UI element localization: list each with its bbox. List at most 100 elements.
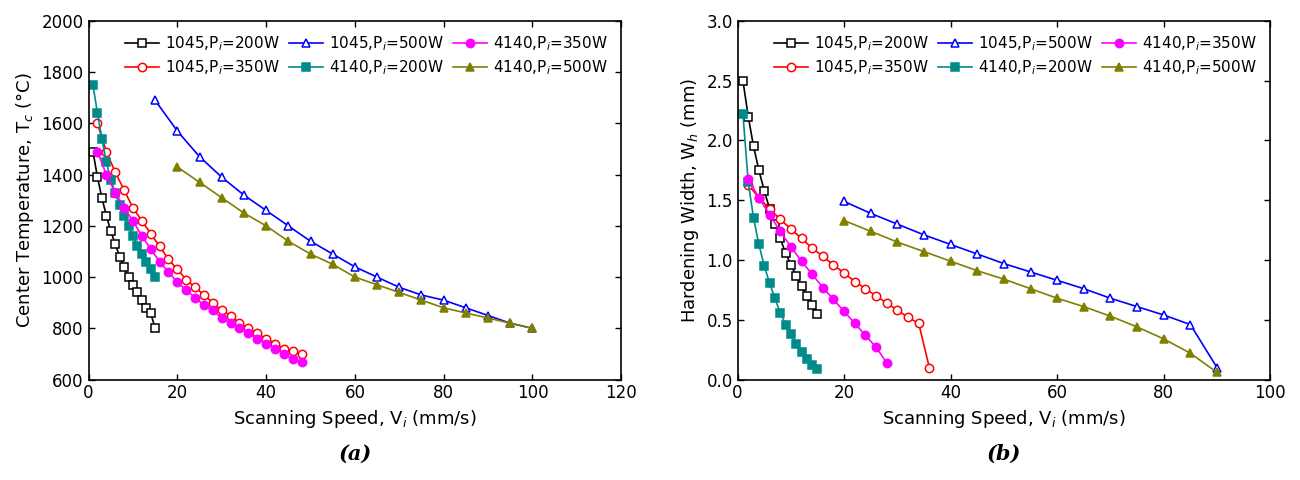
Line: 1045,P$_i$=500W: 1045,P$_i$=500W	[151, 96, 537, 333]
1045,P$_i$=200W	[746, 144, 762, 149]
4140,P$_i$=500W	[325, 262, 341, 267]
1045,P$_i$=500W	[889, 221, 905, 227]
1045,P$_i$=500W	[1102, 295, 1118, 301]
1045,P$_i$=350W	[152, 243, 168, 249]
4140,P$_i$=200W	[108, 190, 124, 195]
1045,P$_i$=200W	[99, 213, 114, 218]
4140,P$_i$=350W	[815, 285, 831, 290]
1045,P$_i$=500W	[1130, 304, 1145, 310]
4140,P$_i$=200W	[134, 251, 150, 257]
4140,P$_i$=350W	[826, 297, 841, 302]
1045,P$_i$=350W	[805, 245, 820, 251]
Line: 4140,P$_i$=350W: 4140,P$_i$=350W	[94, 147, 306, 366]
1045,P$_i$=200W	[800, 293, 815, 299]
1045,P$_i$=200W	[143, 310, 159, 316]
4140,P$_i$=200W	[810, 366, 826, 372]
4140,P$_i$=200W	[751, 241, 767, 247]
Legend: 1045,P$_i$=200W, 1045,P$_i$=350W, 1045,P$_i$=500W, 4140,P$_i$=200W, 4140,P$_i$=3: 1045,P$_i$=200W, 1045,P$_i$=350W, 1045,P…	[768, 28, 1262, 83]
1045,P$_i$=500W	[147, 97, 162, 103]
1045,P$_i$=200W	[734, 78, 750, 84]
4140,P$_i$=350W	[196, 302, 212, 308]
1045,P$_i$=500W	[525, 325, 541, 331]
4140,P$_i$=350W	[268, 346, 283, 352]
1045,P$_i$=200W	[794, 284, 810, 289]
4140,P$_i$=500W	[169, 164, 185, 170]
4140,P$_i$=350W	[772, 228, 788, 234]
4140,P$_i$=350W	[741, 176, 757, 181]
1045,P$_i$=350W	[268, 341, 283, 347]
4140,P$_i$=350W	[116, 205, 131, 211]
4140,P$_i$=350W	[836, 309, 852, 314]
4140,P$_i$=500W	[996, 276, 1011, 282]
4140,P$_i$=200W	[757, 263, 772, 269]
1045,P$_i$=350W	[815, 253, 831, 259]
1045,P$_i$=500W	[214, 174, 230, 180]
4140,P$_i$=350W	[276, 351, 291, 357]
1045,P$_i$=500W	[259, 208, 274, 214]
1045,P$_i$=500W	[503, 320, 519, 326]
4140,P$_i$=500W	[1023, 286, 1039, 291]
1045,P$_i$=350W	[99, 149, 114, 155]
4140,P$_i$=500W	[863, 228, 879, 234]
4140,P$_i$=350W	[99, 172, 114, 178]
1045,P$_i$=200W	[805, 302, 820, 308]
4140,P$_i$=200W	[746, 216, 762, 221]
4140,P$_i$=200W	[772, 310, 788, 315]
1045,P$_i$=350W	[858, 286, 874, 291]
1045,P$_i$=200W	[772, 236, 788, 241]
1045,P$_i$=500W	[391, 285, 407, 290]
4140,P$_i$=350W	[205, 308, 221, 313]
1045,P$_i$=350W	[161, 256, 177, 262]
1045,P$_i$=200W	[139, 305, 155, 311]
1045,P$_i$=350W	[250, 331, 265, 336]
1045,P$_i$=200W	[741, 114, 757, 120]
1045,P$_i$=500W	[413, 292, 429, 298]
1045,P$_i$=350W	[222, 312, 238, 318]
1045,P$_i$=350W	[108, 169, 124, 175]
4140,P$_i$=200W	[103, 177, 118, 182]
4140,P$_i$=200W	[130, 243, 146, 249]
4140,P$_i$=200W	[86, 82, 101, 88]
Line: 1045,P$_i$=350W: 1045,P$_i$=350W	[94, 119, 306, 358]
4140,P$_i$=350W	[108, 190, 124, 195]
X-axis label: Scanning Speed, V$_i$ (mm/s): Scanning Speed, V$_i$ (mm/s)	[233, 408, 477, 430]
1045,P$_i$=350W	[783, 226, 798, 232]
4140,P$_i$=350W	[868, 345, 884, 350]
4140,P$_i$=350W	[783, 244, 798, 250]
1045,P$_i$=350W	[751, 195, 767, 201]
1045,P$_i$=350W	[772, 216, 788, 222]
1045,P$_i$=350W	[116, 187, 131, 193]
4140,P$_i$=500W	[836, 218, 852, 224]
4140,P$_i$=500W	[1130, 324, 1145, 330]
4140,P$_i$=200W	[741, 180, 757, 185]
4140,P$_i$=350W	[848, 321, 863, 326]
4140,P$_i$=200W	[121, 223, 136, 229]
1045,P$_i$=350W	[259, 336, 274, 341]
4140,P$_i$=350W	[169, 279, 185, 285]
4140,P$_i$=350W	[294, 359, 309, 364]
4140,P$_i$=500W	[1049, 295, 1065, 301]
4140,P$_i$=500W	[970, 268, 985, 274]
4140,P$_i$=350W	[805, 272, 820, 277]
1045,P$_i$=500W	[942, 241, 958, 247]
Legend: 1045,P$_i$=200W, 1045,P$_i$=350W, 1045,P$_i$=500W, 4140,P$_i$=200W, 4140,P$_i$=3: 1045,P$_i$=200W, 1045,P$_i$=350W, 1045,P…	[120, 28, 614, 83]
1045,P$_i$=200W	[757, 188, 772, 193]
1045,P$_i$=500W	[191, 154, 207, 159]
4140,P$_i$=200W	[90, 110, 105, 116]
4140,P$_i$=350W	[858, 333, 874, 338]
Text: (a): (a)	[338, 444, 372, 464]
4140,P$_i$=200W	[99, 159, 114, 165]
Line: 4140,P$_i$=200W: 4140,P$_i$=200W	[738, 110, 822, 373]
1045,P$_i$=350W	[826, 262, 841, 268]
1045,P$_i$=350W	[187, 285, 203, 290]
4140,P$_i$=500W	[916, 249, 932, 254]
4140,P$_i$=350W	[285, 356, 300, 362]
1045,P$_i$=500W	[970, 251, 985, 257]
1045,P$_i$=200W	[103, 228, 118, 234]
1045,P$_i$=500W	[1076, 286, 1092, 291]
1045,P$_i$=350W	[240, 325, 256, 331]
1045,P$_i$=500W	[1023, 269, 1039, 275]
1045,P$_i$=200W	[90, 174, 105, 180]
1045,P$_i$=350W	[205, 300, 221, 306]
4140,P$_i$=200W	[139, 259, 155, 264]
